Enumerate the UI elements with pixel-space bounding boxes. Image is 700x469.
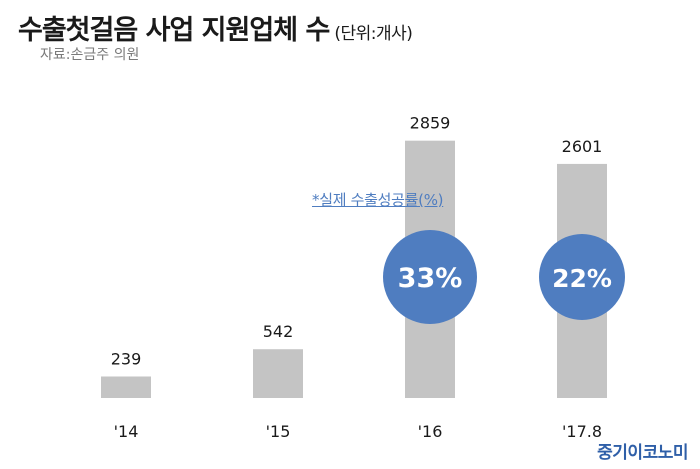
source-note: 자료:손금주 의원 — [40, 47, 140, 63]
value-label-2: 2859 — [410, 114, 451, 133]
success-rate-bubble-2 — [383, 230, 477, 324]
title-text: 수출첫걸음 사업 지원업체 수 — [18, 15, 330, 46]
x-tick-label-2: '16 — [418, 422, 443, 441]
bar-1 — [253, 349, 303, 398]
x-tick-label-0: '14 — [114, 422, 139, 441]
value-label-1: 542 — [263, 322, 294, 341]
value-label-0: 239 — [111, 349, 142, 368]
success-rate-legend: *실제 수출성공률(%) — [312, 191, 444, 209]
success-rate-bubble-3 — [539, 234, 625, 320]
x-tick-label-1: '15 — [266, 422, 291, 441]
bar-0 — [101, 376, 151, 398]
success-rate-label-3: 22% — [552, 264, 612, 293]
unit-text: (단위:개사) — [334, 24, 413, 44]
chart-title: 수출첫걸음 사업 지원업체 수 (단위:개사) — [18, 8, 413, 47]
success-rate-label-2: 33% — [398, 263, 463, 294]
value-label-3: 2601 — [562, 137, 603, 156]
x-tick-label-3: '17.8 — [562, 422, 602, 441]
brand-logo: 중기이코노미 — [597, 443, 688, 463]
